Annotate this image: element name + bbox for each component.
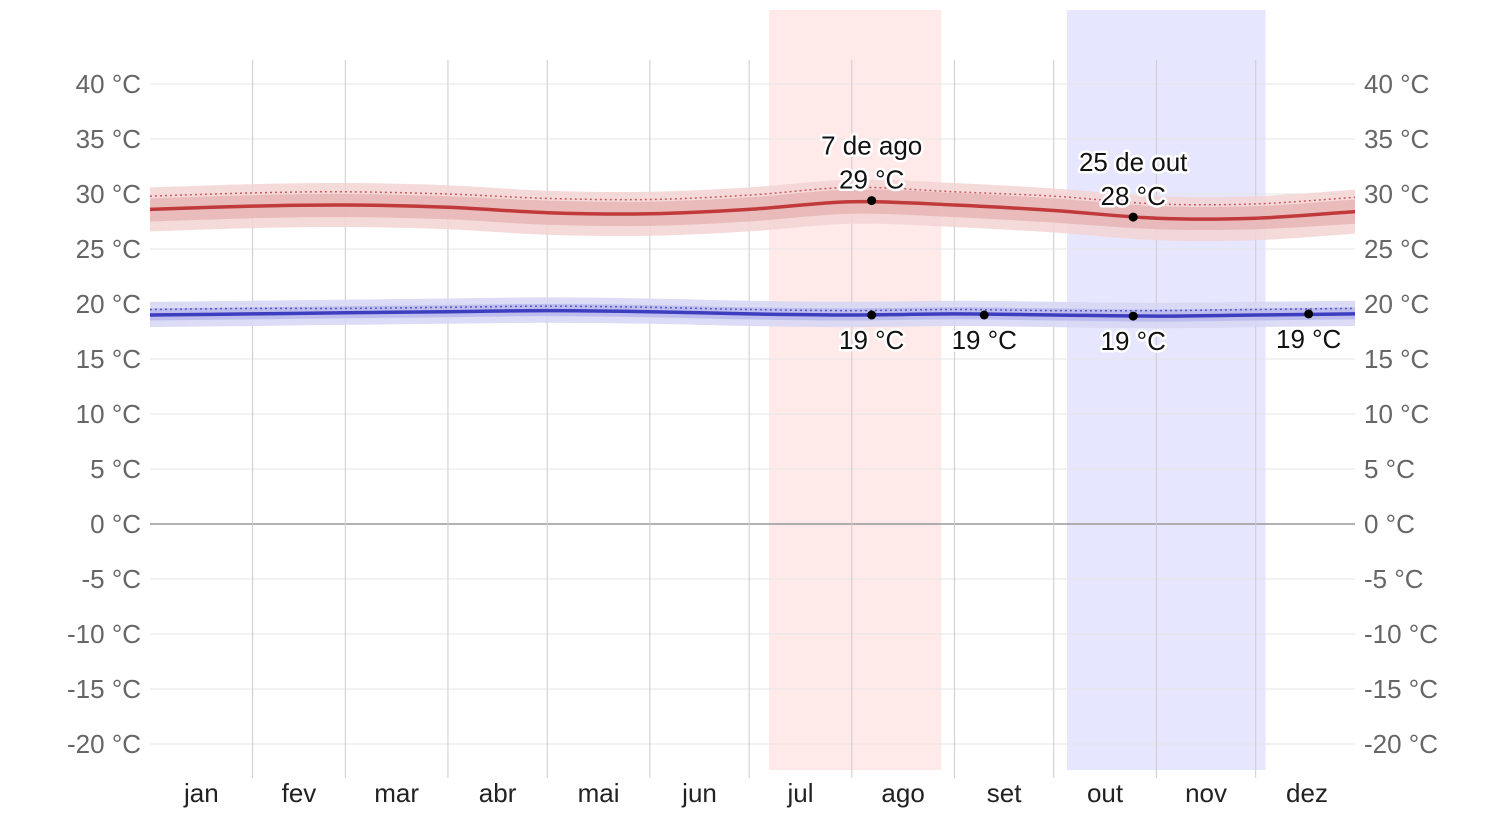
y-tick-label-left: 25 °C	[76, 234, 141, 264]
month-label-jun: jun	[681, 778, 717, 808]
month-label-abr: abr	[479, 778, 517, 808]
y-tick-label-right: 20 °C	[1364, 289, 1429, 319]
y-tick-label-left: 40 °C	[76, 69, 141, 99]
annotation-label: 28 °C	[1101, 181, 1166, 211]
y-tick-label-right: -10 °C	[1364, 619, 1438, 649]
y-tick-label-right: -5 °C	[1364, 564, 1424, 594]
annotation-point	[1128, 311, 1138, 321]
high-dotted-line	[149, 186, 1356, 206]
y-tick-label-right: 0 °C	[1364, 509, 1415, 539]
month-label-out: out	[1087, 778, 1124, 808]
month-label-mai: mai	[578, 778, 620, 808]
month-label-ago: ago	[881, 778, 924, 808]
y-tick-label-right: 35 °C	[1364, 124, 1429, 154]
annotation-point	[867, 196, 877, 206]
low-mean-line	[149, 308, 1356, 318]
annotation-label: 7 de ago	[821, 131, 922, 161]
y-tick-label-left: -5 °C	[81, 564, 141, 594]
annotation-label: 19 °C	[1101, 326, 1166, 356]
annotation-label: 19 °C	[952, 325, 1017, 355]
y-axis-left: 40 °C 35 °C 30 °C 25 °C 20 °C 15 °C 10 °C 5 °C 0…	[67, 69, 141, 759]
month-label-set: set	[987, 778, 1022, 808]
series-lines-layer	[149, 186, 1356, 318]
low-dotted-line	[149, 305, 1356, 312]
y-tick-label-right: -15 °C	[1364, 674, 1438, 704]
y-tick-label-left: -20 °C	[67, 729, 141, 759]
y-tick-label-right: 10 °C	[1364, 399, 1429, 429]
y-tick-label-right: 25 °C	[1364, 234, 1429, 264]
y-tick-label-left: 5 °C	[90, 454, 141, 484]
month-label-jul: jul	[786, 778, 813, 808]
month-label-mar: mar	[374, 778, 419, 808]
y-tick-label-left: 20 °C	[76, 289, 141, 319]
y-tick-label-left: 30 °C	[76, 179, 141, 209]
y-tick-label-right: 30 °C	[1364, 179, 1429, 209]
annotation-label: 19 °C	[839, 325, 904, 355]
annotation-label: 29 °C	[839, 165, 904, 195]
annotation-label: 25 de out	[1079, 147, 1188, 177]
x-axis-months: jan fev mar abr mai jun jul ago set out nov dez	[183, 778, 1328, 808]
y-tick-label-right: 15 °C	[1364, 344, 1429, 374]
y-tick-label-left: 0 °C	[90, 509, 141, 539]
month-label-jan: jan	[183, 778, 219, 808]
y-tick-label-right: -20 °C	[1364, 729, 1438, 759]
month-label-fev: fev	[282, 778, 317, 808]
hot-season-shading	[769, 10, 942, 770]
cold-season-shading	[1066, 10, 1266, 770]
annotation-point	[979, 310, 989, 320]
y-tick-label-left: -15 °C	[67, 674, 141, 704]
gridlines-layer	[150, 60, 1355, 778]
season-shading-layer	[769, 10, 1266, 770]
annotation-point	[1128, 212, 1138, 222]
annotation-point	[867, 310, 877, 320]
y-tick-label-right: 5 °C	[1364, 454, 1415, 484]
annotation-point	[1304, 309, 1314, 319]
y-tick-label-left: 35 °C	[76, 124, 141, 154]
month-label-nov: nov	[1185, 778, 1227, 808]
y-tick-label-right: 40 °C	[1364, 69, 1429, 99]
y-tick-label-left: 10 °C	[76, 399, 141, 429]
high-mean-line	[149, 199, 1356, 221]
month-label-dez: dez	[1286, 778, 1328, 808]
annotation-label: 19 °C	[1276, 324, 1341, 354]
annotations-layer: 7 de ago 29 °C 25 de out 28 °C 19 °C 19 °C 19 …	[819, 128, 1344, 359]
y-axis-right: 40 °C 35 °C 30 °C 25 °C 20 °C 15 °C 10 °C 5 °C 0…	[1364, 69, 1438, 759]
y-tick-label-left: 15 °C	[76, 344, 141, 374]
y-tick-label-left: -10 °C	[67, 619, 141, 649]
